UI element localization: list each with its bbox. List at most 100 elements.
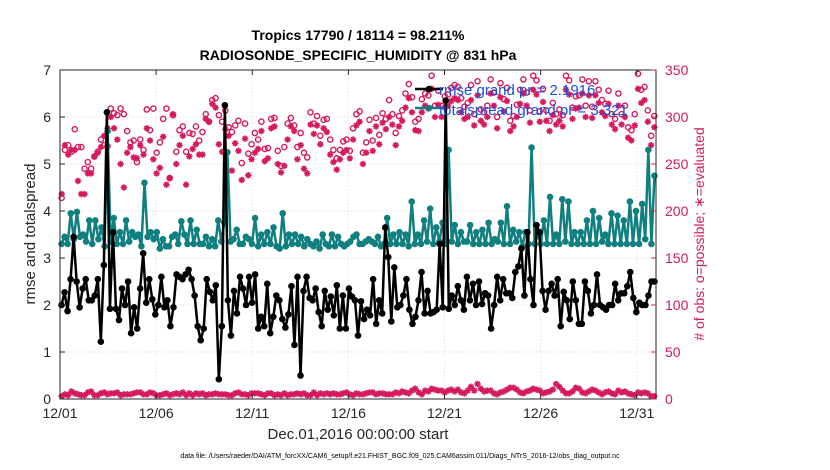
rmse-point [273,292,280,299]
obs-evaluated-marker-stroke [517,101,523,107]
rmse-point [158,273,165,281]
obs-evaluated-marker [228,167,236,174]
obs-evaluated-marker-stroke [409,109,415,116]
totalspread-point [552,231,560,238]
obs-evaluated-marker-stroke [595,100,602,106]
rmse-point [269,313,277,321]
totalspread-point [119,240,127,248]
obs-possible-marker [536,108,544,115]
rmse-point [303,273,310,281]
obs-evaluated-marker [588,114,596,122]
obs-evaluated-marker-stroke [396,123,402,130]
obs-evaluated-marker-stroke [143,125,150,132]
rmse-point [442,97,450,104]
totalspread-point [617,240,624,248]
obs-evaluated-marker [408,109,416,116]
obs-evaluated-marker-stroke [582,114,589,120]
totalspread-point [558,195,566,203]
obs-evaluated-marker-stroke [386,114,392,120]
obs-evaluated-marker-stroke [451,95,458,102]
obs-evaluated-marker-stroke [612,126,618,133]
x-tick-label: 12/01 [42,405,77,421]
rmse-point [276,297,283,304]
rmse-point [409,320,416,328]
obs-evaluated-marker [467,96,475,104]
obs-evaluated-marker-stroke [107,114,114,120]
obs-evaluated-marker-stroke [481,121,487,128]
obs-possible-marker [520,76,527,83]
y-tick-label-right: 250 [665,156,689,172]
obs-evaluated-marker [484,113,491,121]
obs-possible-marker [444,91,452,98]
rmse-point [97,338,105,345]
obs-evaluated-marker-stroke [193,141,199,148]
totalspread-point [270,224,277,231]
totalspread-point [374,233,382,241]
obs-possible-marker [120,110,128,118]
rmse-point [614,297,622,304]
obs-evaluated-marker-stroke [62,142,68,149]
obs-evaluated-marker [317,141,324,148]
obs-possible-marker [556,106,563,113]
obs-evaluated-marker-stroke [347,155,353,162]
rmse-point [363,306,371,314]
rmse-point [94,275,102,283]
obs-evaluated-marker-stroke [369,148,376,154]
obs-evaluated-marker-stroke [415,128,422,134]
obs-evaluated-marker [326,151,334,158]
obs-evaluated-marker [307,121,314,128]
obs-lower-marker-stroke [68,388,75,395]
obs-evaluated-marker-stroke [559,123,566,130]
obs-possible-marker [592,77,599,85]
obs-evaluated-marker-stroke [111,125,117,132]
obs-evaluated-marker-stroke [212,104,219,111]
obs-evaluated-marker [405,95,412,102]
obs-evaluated-marker-stroke [392,142,399,149]
rmse-point [651,278,658,285]
totalspread-point [371,240,379,248]
obs-lower-marker-stroke [150,390,157,397]
obs-evaluated-marker-stroke [432,114,438,120]
obs-evaluated-marker-stroke [153,170,160,177]
obs-possible-marker [395,112,403,120]
rmse-point [496,297,504,304]
totalspread-point [651,172,658,180]
rmse-point [73,278,80,285]
totalspread-point [451,221,459,229]
obs-evaluated-marker [313,122,321,129]
obs-evaluated-marker [595,99,602,107]
totalspread-point [150,235,158,243]
obs-evaluated-marker-stroke [245,172,252,179]
totalspread-point [598,238,606,245]
rmse-point [67,275,74,283]
totalspread-point [580,240,588,248]
obs-evaluated-marker [611,126,619,133]
obs-evaluated-marker [490,102,498,109]
obs-evaluated-marker [624,134,632,141]
obs-evaluated-marker-stroke [536,118,543,125]
y-tick-label-right: 100 [665,297,689,313]
obs-lower-marker-stroke [550,386,556,393]
obs-evaluated-marker [336,156,344,163]
obs-evaluated-marker [402,104,409,111]
totalspread-point [420,217,428,224]
totalspread-point [230,235,237,243]
obs-evaluated-marker [94,149,101,156]
obs-possible-marker [235,117,242,125]
obs-evaluated-marker [274,160,281,168]
totalspread-point [571,228,578,236]
obs-evaluated-marker [146,137,154,144]
totalspread-point [211,242,219,250]
obs-evaluated-marker [644,118,652,125]
obs-evaluated-marker-stroke [379,119,386,126]
obs-evaluated-marker [310,130,317,138]
rmse-point [100,261,108,269]
obs-evaluated-marker-stroke [615,102,622,109]
obs-evaluated-marker [608,121,615,128]
obs-evaluated-marker [176,142,183,149]
totalspread-point [79,231,87,238]
obs-lower-marker-stroke [101,389,108,396]
rmse-point [248,299,256,306]
obs-evaluated-marker [323,128,331,136]
obs-evaluated-marker-stroke [468,97,474,103]
